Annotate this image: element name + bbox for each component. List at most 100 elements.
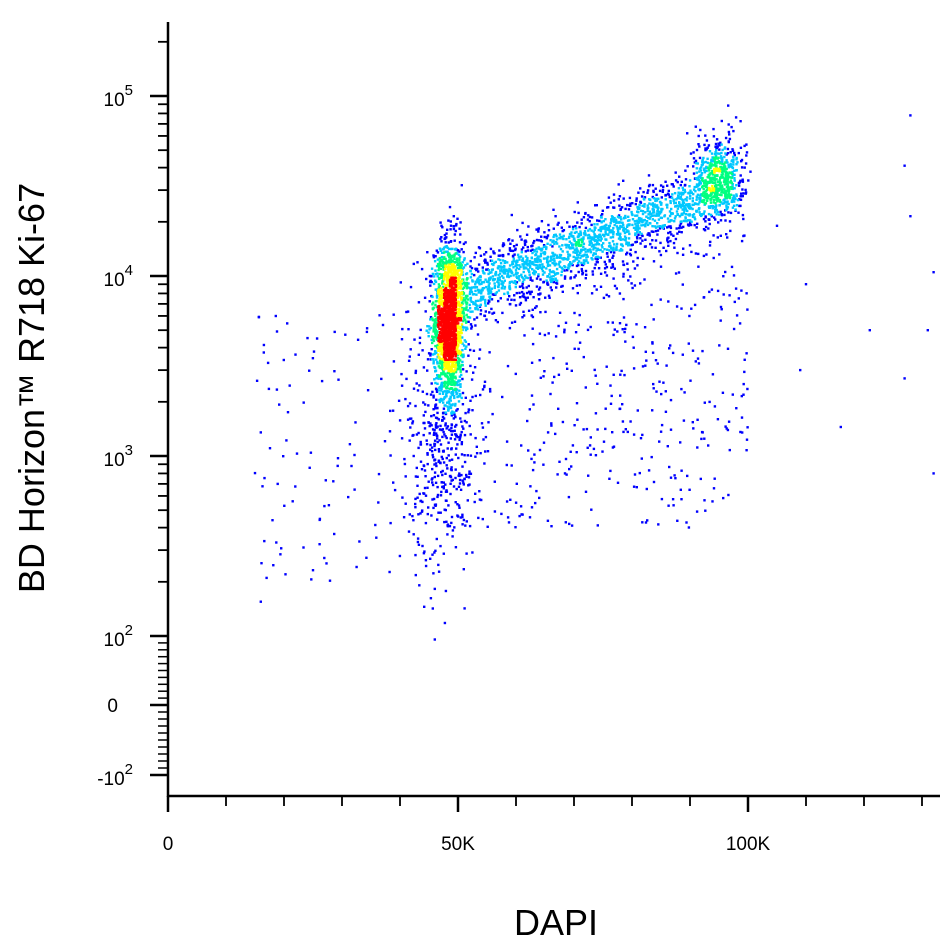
scatter-point (545, 267, 548, 270)
scatter-point (514, 285, 517, 289)
scatter-point (400, 437, 404, 440)
scatter-point (439, 221, 442, 224)
scatter-point (365, 327, 369, 330)
scatter-point (624, 428, 627, 431)
scatter-point (431, 353, 435, 356)
scatter-point (704, 215, 707, 218)
scatter-point (522, 246, 525, 249)
scatter-point (656, 362, 659, 365)
scatter-point (695, 148, 699, 152)
scatter-point (652, 260, 656, 263)
scatter-point (612, 199, 616, 202)
scatter-point (454, 266, 457, 269)
scatter-point (458, 365, 462, 369)
scatter-point (444, 358, 447, 361)
scatter-point (699, 180, 702, 183)
scatter-point (575, 247, 578, 250)
scatter-point (442, 341, 445, 344)
scatter-point (472, 301, 475, 304)
scatter-point (631, 218, 635, 221)
scatter-point (415, 433, 419, 436)
scatter-point (429, 318, 432, 321)
scatter-point (437, 264, 441, 268)
scatter-point (665, 364, 668, 367)
scatter-point (472, 302, 475, 306)
scatter-point (444, 412, 448, 416)
scatter-point (421, 544, 424, 548)
scatter-point (534, 258, 537, 261)
scatter-point (446, 330, 450, 333)
scatter-point (579, 232, 583, 235)
scatter-point (543, 235, 546, 239)
scatter-point (491, 412, 494, 416)
scatter-point (503, 272, 506, 275)
scatter-point (449, 240, 452, 243)
scatter-point (451, 392, 454, 396)
scatter-point (519, 235, 522, 238)
scatter-point (606, 255, 609, 258)
scatter-point (275, 388, 279, 391)
scatter-point (470, 290, 474, 294)
scatter-point (622, 179, 625, 182)
scatter-point (489, 276, 492, 279)
scatter-point (583, 261, 586, 265)
scatter-point (606, 228, 609, 231)
scatter-point (442, 268, 445, 271)
scatter-point (629, 420, 632, 423)
scatter-point (437, 283, 441, 286)
scatter-point (563, 331, 566, 334)
scatter-point (537, 258, 540, 261)
scatter-point (694, 190, 697, 193)
scatter-point (661, 188, 665, 192)
scatter-point (412, 387, 416, 390)
scatter-point (724, 193, 727, 196)
scatter-point (490, 287, 494, 290)
scatter-point (609, 469, 612, 473)
scatter-point (745, 449, 748, 452)
scatter-point (651, 239, 654, 242)
scatter-point (524, 250, 527, 253)
scatter-point (600, 216, 603, 219)
scatter-point (567, 264, 570, 267)
scatter-point (440, 286, 443, 290)
scatter-point (449, 373, 452, 376)
scatter-point (611, 321, 614, 324)
scatter-point (634, 232, 637, 235)
scatter-point (617, 221, 620, 224)
scatter-point (612, 231, 615, 234)
scatter-point (672, 234, 675, 237)
scatter-point (715, 213, 718, 216)
scatter-point (719, 141, 722, 144)
scatter-point (641, 257, 645, 260)
scatter-point (436, 425, 439, 428)
scatter-point (432, 327, 436, 330)
scatter-point (426, 512, 429, 516)
scatter-point (633, 267, 637, 270)
scatter-point (695, 226, 698, 229)
scatter-point (436, 411, 439, 415)
scatter-point (602, 227, 605, 230)
scatter-point (724, 165, 727, 168)
scatter-point (741, 213, 745, 217)
scatter-point (715, 204, 718, 207)
scatter-point (418, 492, 421, 496)
scatter-point (464, 328, 468, 332)
scatter-point (451, 298, 455, 301)
scatter-point (408, 513, 411, 516)
scatter-point (465, 475, 468, 478)
scatter-point (575, 402, 579, 405)
scatter-point (721, 188, 724, 192)
scatter-point (624, 228, 627, 231)
scatter-point (439, 346, 443, 349)
scatter-point (552, 227, 555, 230)
scatter-point (432, 408, 435, 411)
scatter-point (611, 265, 615, 268)
scatter-point (465, 313, 468, 317)
scatter-point (701, 193, 704, 196)
scatter-point (723, 155, 726, 159)
scatter-point (724, 161, 727, 164)
scatter-point (448, 338, 451, 342)
scatter-point (551, 381, 554, 384)
scatter-point (686, 165, 689, 168)
scatter-point (408, 402, 412, 405)
